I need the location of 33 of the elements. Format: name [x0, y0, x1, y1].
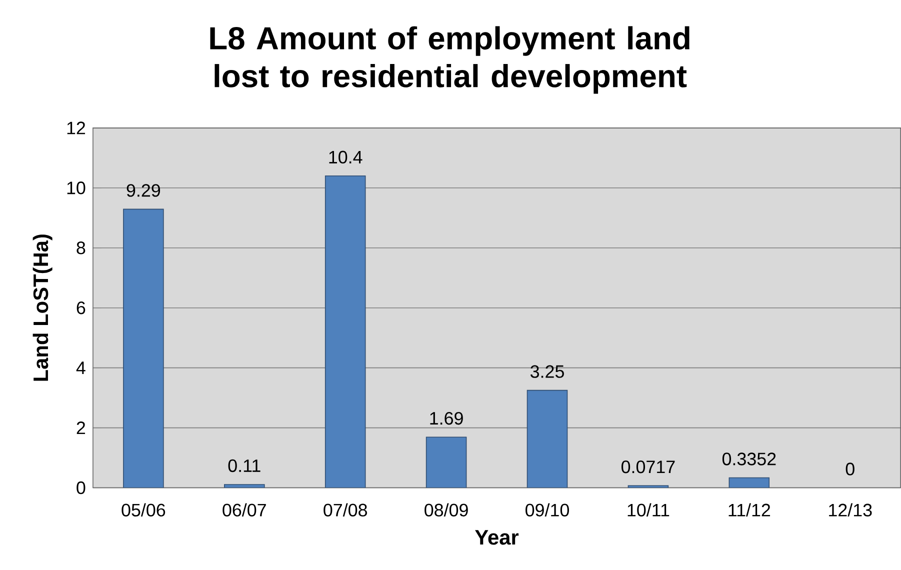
- y-axis-title: Land LoST(Ha): [32, 234, 52, 381]
- y-tick-label: 10: [67, 182, 86, 194]
- bar: [526, 390, 568, 488]
- data-label: 0: [846, 462, 854, 476]
- y-tick-label: 8: [76, 242, 86, 254]
- data-label: 0.0717: [621, 460, 675, 474]
- x-tick-label: 09/10: [526, 503, 569, 517]
- bar: [426, 436, 467, 488]
- y-tick-label: 2: [76, 422, 86, 434]
- x-tick-label: 08/09: [424, 503, 468, 517]
- bar: [728, 477, 770, 488]
- x-tick-label: 10/11: [628, 503, 670, 517]
- y-tick-label: 0: [76, 482, 86, 494]
- x-tick-label: 07/08: [324, 503, 367, 517]
- bar: [224, 484, 265, 488]
- bar: [628, 485, 669, 488]
- data-label: 10.4: [329, 150, 362, 164]
- x-tick-label: 05/06: [122, 503, 166, 517]
- x-tick-label: 12/13: [829, 503, 872, 517]
- x-axis-title: Year: [475, 530, 519, 545]
- chart-title: L8 Amount of employment land lost to residential development: [210, 26, 690, 94]
- y-tick-label: 12: [67, 122, 86, 134]
- y-tick-label: 4: [76, 362, 86, 374]
- bar: [324, 176, 366, 488]
- data-label: 1.69: [430, 412, 463, 425]
- data-label: 0.3352: [722, 452, 776, 466]
- x-tick-label: 06/07: [222, 503, 266, 517]
- x-tick-label: 11/12: [728, 503, 770, 517]
- data-label: 0.11: [228, 460, 260, 472]
- data-label: 3.25: [530, 365, 564, 378]
- bar: [123, 208, 164, 488]
- data-label: 9.29: [126, 184, 160, 197]
- y-tick-label: 6: [76, 302, 86, 314]
